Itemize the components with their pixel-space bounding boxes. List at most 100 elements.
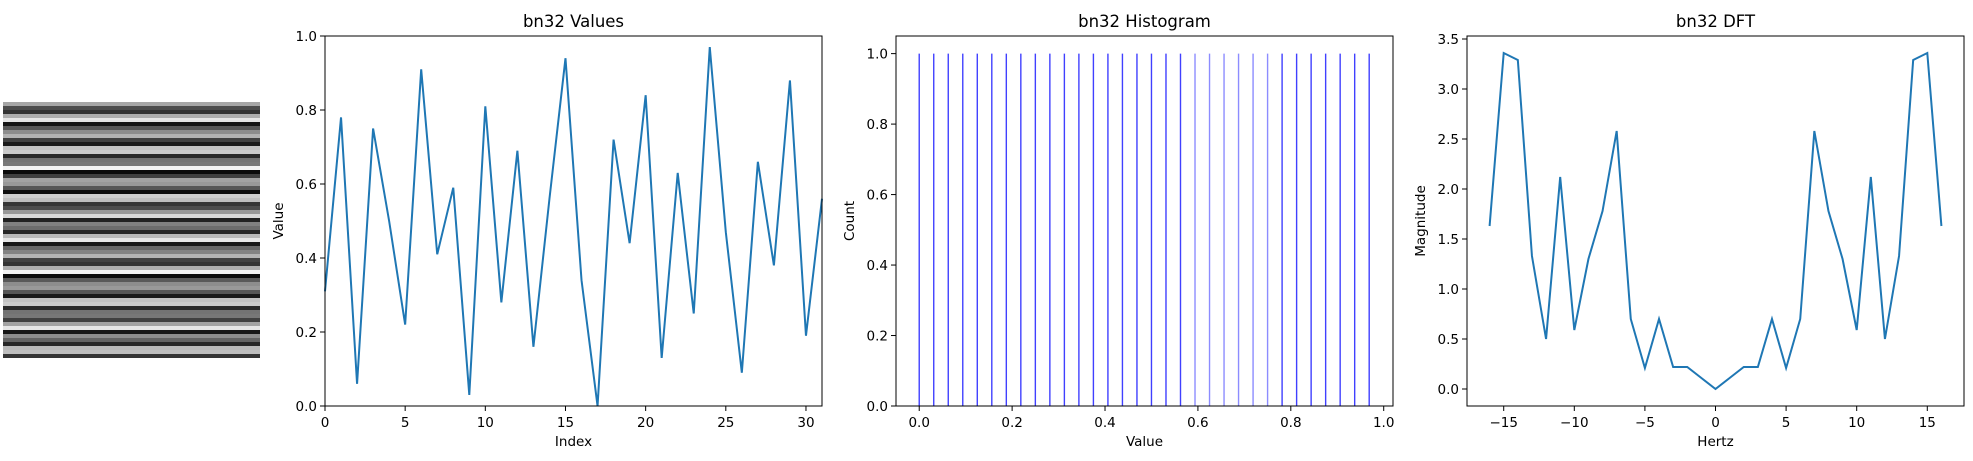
image-row: [3, 234, 260, 238]
y-tick-label: 2.0: [1438, 182, 1459, 198]
image-row: [3, 298, 260, 302]
image-row: [3, 214, 260, 218]
image-row: [3, 274, 260, 278]
chart-title: bn32 Histogram: [1078, 12, 1211, 31]
image-row: [3, 138, 260, 142]
image-row: [3, 326, 260, 330]
image-row: [3, 330, 260, 334]
image-row: [3, 162, 260, 166]
image-row: [3, 258, 260, 262]
x-tick-label: 5: [401, 415, 410, 431]
image-row: [3, 238, 260, 242]
image-row: [3, 170, 260, 174]
image-row: [3, 226, 260, 230]
image-row: [3, 302, 260, 306]
image-row: [3, 146, 260, 150]
y-axis-label: Count: [842, 201, 858, 241]
image-row: [3, 246, 260, 250]
image-row: [3, 262, 260, 266]
x-tick-label: 0: [321, 415, 330, 431]
image-row: [3, 122, 260, 126]
image-row: [3, 182, 260, 186]
x-tick-label: 0.4: [1094, 415, 1115, 431]
image-row: [3, 334, 260, 338]
x-tick-label: 10: [477, 415, 494, 431]
x-axis-label: Value: [1126, 434, 1163, 450]
x-tick-label: −5: [1635, 415, 1655, 431]
image-row: [3, 342, 260, 346]
image-row: [3, 310, 260, 314]
x-tick-label: 0: [1711, 415, 1720, 431]
y-tick-label: 0.5: [1438, 332, 1459, 348]
series-line: [1488, 51, 1943, 391]
image-row: [3, 150, 260, 154]
image-row: [3, 314, 260, 318]
y-tick-label: 0.2: [296, 325, 317, 341]
image-row: [3, 254, 260, 258]
chart-title: bn32 DFT: [1676, 12, 1756, 31]
image-row: [3, 174, 260, 178]
x-tick-label: 15: [1919, 415, 1936, 431]
x-tick-label: 0.8: [1280, 415, 1301, 431]
image-row: [3, 306, 260, 310]
plot-frame: [895, 35, 1394, 407]
image-row: [3, 230, 260, 234]
y-tick-label: 1.0: [1438, 282, 1459, 298]
y-tick-label: 0.4: [867, 258, 888, 274]
image-row: [3, 110, 260, 114]
image-row: [3, 134, 260, 138]
image-row: [3, 338, 260, 342]
y-tick-label: 2.5: [1438, 132, 1459, 148]
image-row: [3, 206, 260, 210]
image-row: [3, 194, 260, 198]
image-row: [3, 130, 260, 134]
image-row: [3, 106, 260, 110]
y-tick-label: 0.8: [867, 117, 888, 133]
values-line-chart: 0 5 10 15 20 25 30 0.0 0.2 0.4 0.6 0.8 1.0 bn32 Value…: [271, 12, 823, 450]
chart-title: bn32 Values: [523, 12, 624, 31]
y-axis-label: Magnitude: [1413, 185, 1429, 257]
y-tick-label: 0.6: [867, 188, 888, 204]
y-tick-label: 0.8: [296, 103, 317, 119]
image-row: [3, 278, 260, 282]
image-row: [3, 354, 260, 358]
image-row: [3, 318, 260, 322]
series-line: [324, 47, 823, 407]
image-row: [3, 202, 260, 206]
x-tick-label: 0.0: [908, 415, 929, 431]
x-tick-label: 20: [637, 415, 654, 431]
image-row: [3, 222, 260, 226]
y-tick-label: 1.0: [296, 29, 317, 45]
histogram-chart: 0.0 0.2 0.4 0.6 0.8 1.0 0.0 0.2 0.4 0.6 0.8 1.0 bn32…: [842, 12, 1394, 450]
image-row: [3, 158, 260, 162]
y-tick-label: 0.0: [1438, 382, 1459, 398]
y-tick-label: 0.0: [867, 399, 888, 415]
image-row: [3, 250, 260, 254]
image-row: [3, 186, 260, 190]
x-tick-label: 30: [797, 415, 814, 431]
x-tick-label: −10: [1560, 415, 1589, 431]
image-row: [3, 218, 260, 222]
image-row: [3, 142, 260, 146]
x-tick-label: 15: [557, 415, 574, 431]
y-tick-label: 0.0: [296, 399, 317, 415]
image-row: [3, 270, 260, 274]
x-tick-label: 1.0: [1373, 415, 1394, 431]
plot-frame: [1466, 35, 1965, 407]
y-tick-label: 0.6: [296, 177, 317, 193]
image-row: [3, 178, 260, 182]
dft-line-chart: −15 −10 −5 0 5 10 15 0.0 0.5 1.0 1.5 2.0 2.5 3.0 3.5 bn…: [1413, 12, 1965, 450]
y-tick-label: 0.4: [296, 251, 317, 267]
x-tick-label: 5: [1782, 415, 1791, 431]
x-axis-label: Hertz: [1697, 434, 1733, 450]
y-tick-label: 0.2: [867, 329, 888, 345]
image-row: [3, 102, 260, 106]
y-tick-label: 3.0: [1438, 82, 1459, 98]
x-tick-label: 0.2: [1001, 415, 1022, 431]
image-row: [3, 114, 260, 118]
x-tick-label: 10: [1848, 415, 1865, 431]
x-tick-label: 25: [717, 415, 734, 431]
image-row: [3, 346, 260, 350]
image-row: [3, 294, 260, 298]
image-row: [3, 118, 260, 122]
